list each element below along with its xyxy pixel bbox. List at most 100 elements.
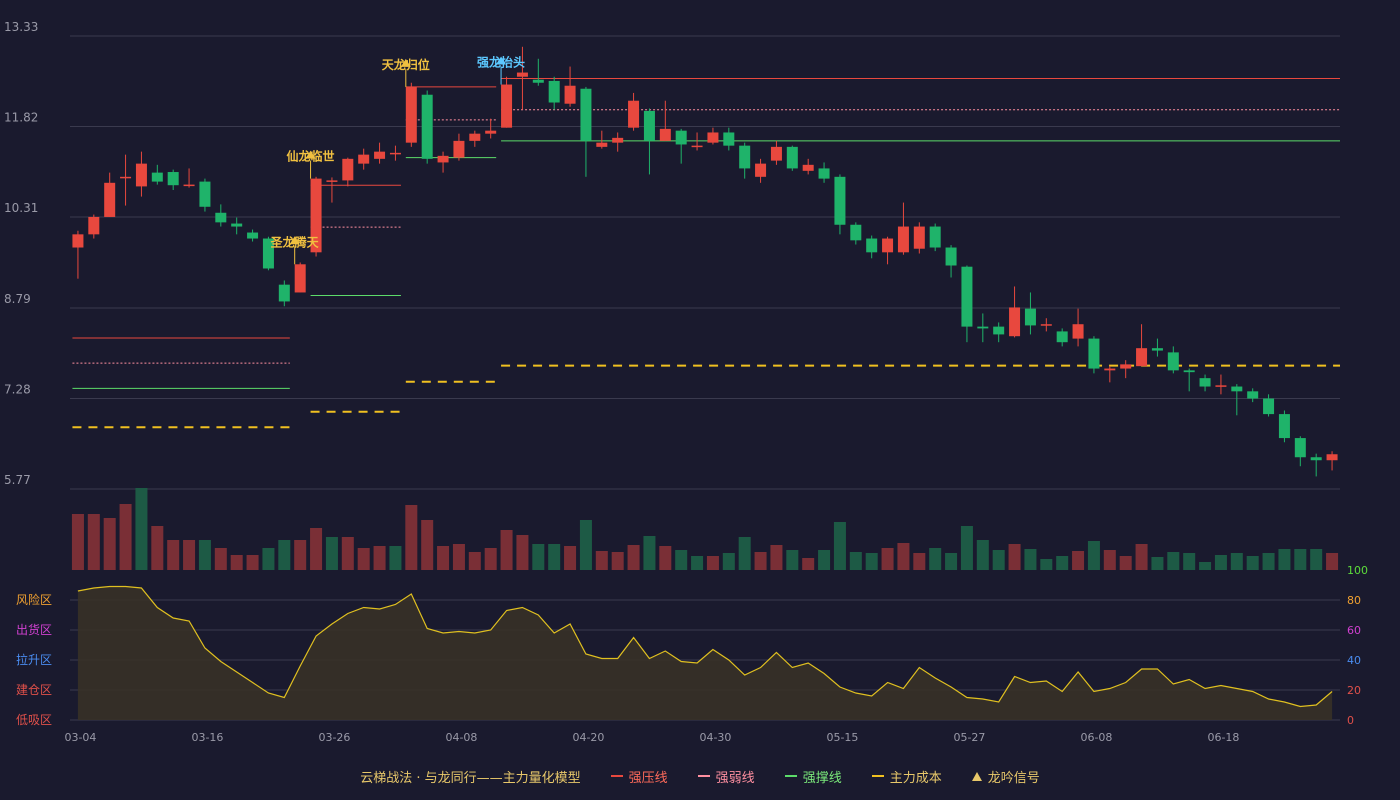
candle-body xyxy=(929,226,941,248)
candle-body xyxy=(786,146,798,169)
candle-body xyxy=(1136,348,1148,367)
legend-item-weak[interactable]: 强弱线 xyxy=(697,767,755,786)
volume-bar xyxy=(230,555,243,570)
zone-label: 拉升区 xyxy=(16,652,52,667)
volume-bar xyxy=(103,518,116,570)
candle-body xyxy=(1263,398,1275,415)
volume-bar xyxy=(897,543,910,570)
volume-bar xyxy=(579,520,592,570)
candle-body xyxy=(834,176,846,225)
volume-bar xyxy=(484,548,497,570)
oscillator-line xyxy=(77,585,1333,708)
support-line-icon xyxy=(784,775,797,777)
oscillator-tick-label: 60 xyxy=(1347,624,1361,637)
candle-body xyxy=(1326,454,1338,461)
volume-bar xyxy=(1056,556,1069,570)
x-tick-label: 06-18 xyxy=(1207,731,1239,744)
legend-item-support[interactable]: 强撑线 xyxy=(784,767,842,786)
oscillator-area xyxy=(77,586,1333,720)
legend-item-pressure[interactable]: 强压线 xyxy=(610,767,668,786)
candle-body xyxy=(1310,457,1322,461)
volume-bar xyxy=(500,530,513,570)
volume-bar xyxy=(167,540,180,570)
candle-body xyxy=(850,224,862,241)
zone-label: 低吸区 xyxy=(16,713,52,727)
candle-body xyxy=(1183,370,1195,373)
volume-bar xyxy=(1199,562,1212,570)
volume-bar xyxy=(595,551,608,570)
volume-bar xyxy=(643,536,656,570)
weak-line-icon xyxy=(697,775,710,777)
oscillator-tick-label: 100 xyxy=(1347,564,1368,577)
volume-bar xyxy=(468,552,481,570)
candle-body xyxy=(659,128,671,141)
price-tick-label: 11.82 xyxy=(4,110,38,124)
x-tick-label: 04-08 xyxy=(445,731,477,744)
volume-bar xyxy=(786,550,799,570)
candle-body xyxy=(945,247,957,266)
candle-body xyxy=(691,145,703,148)
pressure-line-icon xyxy=(610,775,623,777)
candle-body xyxy=(421,94,433,159)
signal-marker xyxy=(305,150,316,159)
candle-body xyxy=(961,266,973,327)
candle-body xyxy=(882,238,894,253)
volume-bar xyxy=(71,514,84,570)
legend-cost-label: 主力成本 xyxy=(889,770,942,786)
candle-body xyxy=(977,326,989,329)
legend-weak-label: 强弱线 xyxy=(715,770,755,786)
legend-signal-label: 龙吟信号 xyxy=(987,770,1040,786)
volume-bar xyxy=(1230,553,1243,570)
volume-bar xyxy=(389,546,402,570)
volume-bar xyxy=(1183,553,1196,570)
candle-body xyxy=(1040,324,1052,326)
volume-bar xyxy=(87,514,100,570)
candle-body xyxy=(755,163,767,177)
cost-line-icon xyxy=(871,775,884,777)
volume-bar xyxy=(976,540,989,570)
triangle-up-icon xyxy=(971,771,982,781)
signal-label: 仙龙临世 xyxy=(287,149,335,164)
legend-item-signal[interactable]: 龙吟信号 xyxy=(971,767,1040,786)
volume-bar xyxy=(1246,556,1259,570)
volume-bar xyxy=(945,553,958,570)
x-tick-label: 03-04 xyxy=(64,731,96,744)
candle-body xyxy=(453,140,465,158)
volume-bar xyxy=(738,537,751,570)
candle-body xyxy=(1278,414,1290,439)
volume-bar xyxy=(1262,553,1275,570)
candle-body xyxy=(1231,386,1243,392)
candle-body xyxy=(72,234,84,248)
candle-body xyxy=(278,284,290,302)
volume-bar xyxy=(214,548,227,570)
volume-bar xyxy=(341,537,354,570)
chart-legend: 云梯战法 · 与龙同行——主力量化模型 强压线 强弱线 强撑线 主力成本 龙吟信… xyxy=(0,766,1400,786)
candle-body xyxy=(151,172,163,182)
candle-body xyxy=(596,142,608,147)
volume-bar xyxy=(770,545,783,570)
volume-bar xyxy=(802,558,815,570)
signal-marker xyxy=(400,58,411,67)
volume-bar xyxy=(992,550,1005,570)
candle-body xyxy=(1056,331,1068,343)
candle-body xyxy=(993,326,1005,335)
candle-body xyxy=(580,88,592,141)
legend-title: 云梯战法 · 与龙同行——主力量化模型 xyxy=(360,767,580,786)
volume-bar xyxy=(611,552,624,570)
candle-body xyxy=(1072,324,1084,339)
volume-bar xyxy=(1151,557,1164,570)
candle-body xyxy=(1088,338,1100,369)
volume-bar xyxy=(183,540,196,570)
legend-item-cost[interactable]: 主力成本 xyxy=(871,767,942,786)
oscillator-tick-label: 40 xyxy=(1347,654,1361,667)
price-tick-label: 8.79 xyxy=(4,292,31,306)
candle-body xyxy=(532,79,544,83)
zone-label: 建仓区 xyxy=(16,683,52,697)
price-tick-label: 5.77 xyxy=(4,473,31,487)
volume-bar xyxy=(706,556,719,570)
candle-body xyxy=(167,172,179,186)
signal-label: 圣龙腾天 xyxy=(270,234,320,249)
legend-pressure-label: 强压线 xyxy=(628,770,668,786)
volume-bar xyxy=(1087,541,1100,570)
